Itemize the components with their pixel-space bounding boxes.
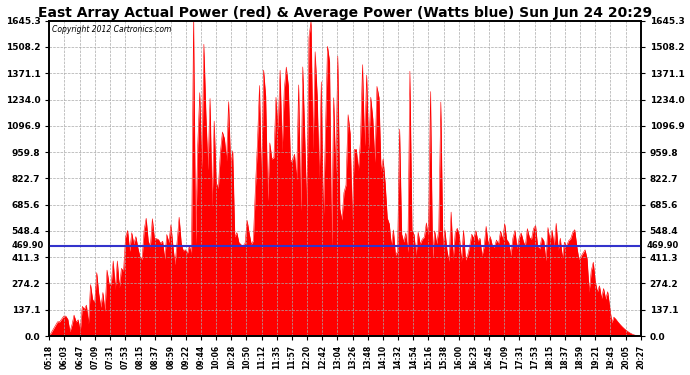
Text: 469.90: 469.90 [647, 242, 679, 250]
Title: East Array Actual Power (red) & Average Power (Watts blue) Sun Jun 24 20:29: East Array Actual Power (red) & Average … [38, 6, 652, 20]
Text: 469.90: 469.90 [11, 242, 43, 250]
Text: Copyright 2012 Cartronics.com: Copyright 2012 Cartronics.com [52, 26, 172, 34]
